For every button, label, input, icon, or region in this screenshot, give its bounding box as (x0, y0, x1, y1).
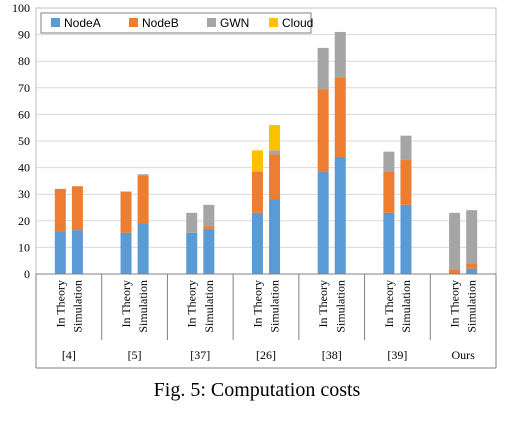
bar-label: In Theory (448, 280, 462, 327)
bar-label: In Theory (316, 280, 330, 327)
legend-swatch (129, 18, 138, 27)
bar-label: Simulation (399, 280, 413, 333)
y-tick-label: 40 (18, 161, 30, 175)
group-label: [4] (62, 348, 76, 362)
legend-swatch (51, 18, 60, 27)
bar-segment-nodea (334, 156, 346, 274)
y-tick-label: 100 (12, 1, 30, 15)
bar-segment-nodea (383, 212, 395, 274)
bar-segment-nodeb (334, 77, 346, 157)
bar-segment-gwn (137, 174, 149, 176)
y-tick-label: 20 (18, 214, 30, 228)
bar-segment-nodeb (54, 188, 66, 232)
group-label: [26] (256, 348, 276, 362)
y-tick-label: 30 (18, 187, 30, 201)
bar-segment-nodeb (317, 89, 329, 172)
bar-segment-nodeb (269, 154, 281, 200)
legend: NodeA NodeB GWN Cloud (40, 12, 313, 34)
y-tick-label: 90 (18, 28, 30, 42)
bar-segment-nodeb (120, 191, 132, 233)
bars (54, 31, 478, 274)
legend-label: NodeA (64, 16, 101, 30)
legend-swatch (207, 18, 216, 27)
bar-segment-nodea (137, 223, 149, 274)
bar-segment-nodea (466, 268, 478, 274)
bar-label: Simulation (70, 280, 84, 333)
group-label: [38] (322, 348, 342, 362)
bar-segment-nodea (269, 199, 281, 274)
bar-segment-nodeb (449, 270, 461, 274)
y-tick-label: 80 (18, 54, 30, 68)
bar-label: Simulation (465, 280, 479, 333)
y-tick-label: 10 (18, 240, 30, 254)
bar-segment-nodea (186, 232, 198, 274)
bar-segment-nodeb (383, 171, 395, 213)
group-label: Ours (451, 348, 475, 362)
bar-segment-gwn (466, 210, 478, 264)
legend-swatch (269, 18, 278, 27)
bar-segment-nodea (317, 171, 329, 274)
bar-label: In Theory (250, 280, 264, 327)
bar-label: In Theory (185, 280, 199, 327)
y-tick-label: 50 (18, 134, 30, 148)
bar-label: In Theory (382, 280, 396, 327)
figure-caption: Fig. 5: Computation costs (153, 379, 361, 401)
bar-segment-nodeb (466, 263, 478, 269)
bar-label: In Theory (119, 280, 133, 327)
legend-label: NodeB (142, 16, 179, 30)
bar-segment-nodeb (71, 186, 83, 231)
bar-segment-gwn (269, 150, 281, 155)
bar-segment-nodea (251, 212, 263, 274)
grid-lines (36, 7, 496, 248)
bar-segment-nodea (54, 231, 66, 274)
bar-segment-gwn (186, 212, 198, 233)
y-tick-label: 0 (24, 267, 30, 281)
bar-segment-gwn (449, 212, 461, 271)
bar-segment-gwn (383, 151, 395, 172)
bar-segment-gwn (400, 135, 412, 160)
legend-label: Cloud (282, 16, 313, 30)
bar-label: Simulation (136, 280, 150, 333)
group-label: [37] (190, 348, 210, 362)
y-tick-label: 60 (18, 107, 30, 121)
bar-segment-nodeb (251, 171, 263, 213)
bar-segment-nodea (120, 232, 132, 274)
bar-segment-gwn (203, 204, 215, 227)
legend-box (40, 12, 312, 34)
bar-segment-cloud (269, 125, 281, 151)
bar-label: In Theory (53, 280, 67, 327)
bar-segment-cloud (251, 150, 263, 172)
legend-label: GWN (220, 16, 249, 30)
y-tick-label: 70 (18, 81, 30, 95)
group-label: [39] (387, 348, 407, 362)
bar-label: Simulation (202, 280, 216, 333)
bar-label: Simulation (268, 280, 282, 333)
bar-segment-gwn (334, 31, 346, 78)
bar-segment-nodeb (137, 175, 149, 224)
group-label: [5] (128, 348, 142, 362)
bar-segment-nodeb (400, 159, 412, 205)
bar-segment-gwn (317, 47, 329, 90)
bar-segment-nodea (400, 204, 412, 274)
bar-segment-nodea (71, 230, 83, 274)
bar-segment-nodeb (203, 226, 215, 229)
bar-label: Simulation (333, 280, 347, 333)
bar-segment-nodea (203, 228, 215, 274)
